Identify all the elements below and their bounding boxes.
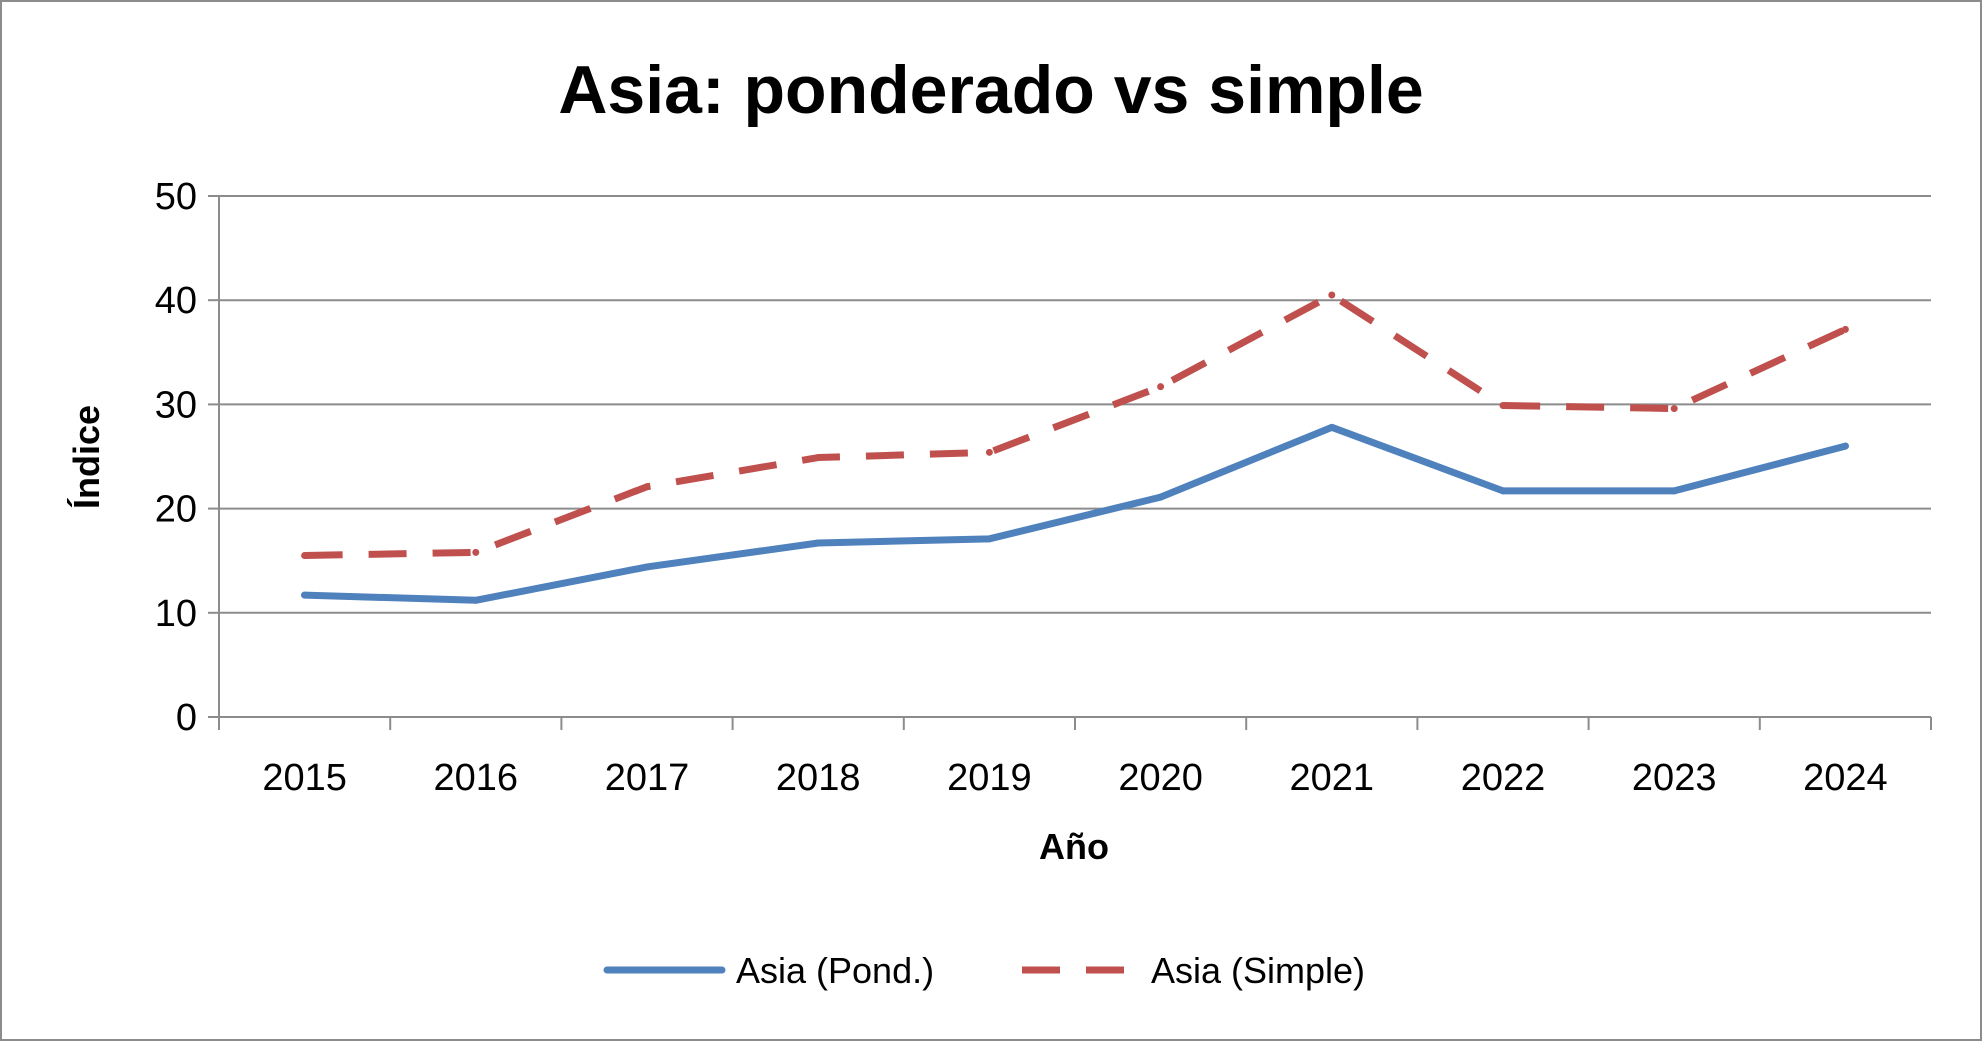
y-axis-title: Índice (66, 405, 107, 509)
data-point-0-2015 (301, 591, 309, 599)
x-tick-label: 2023 (1632, 757, 1717, 799)
data-point-1-2019 (985, 448, 993, 456)
data-point-0-2019 (985, 535, 993, 543)
series-layer (301, 291, 1849, 604)
x-tick-label: 2019 (947, 757, 1032, 799)
series-line-1 (304, 291, 1847, 559)
data-point-1-2023 (1670, 405, 1678, 413)
data-point-1-2021 (1328, 291, 1336, 299)
y-tick-label: 20 (155, 489, 197, 531)
x-axis-title: Año (1039, 826, 1109, 867)
data-point-0-2021 (1328, 423, 1336, 431)
data-point-1-2016 (472, 548, 480, 556)
x-tick-label: 2016 (434, 757, 519, 799)
legend-label-0: Asia (Pond.) (736, 950, 934, 991)
data-point-0-2016 (472, 596, 480, 604)
x-tick-label: 2017 (605, 757, 690, 799)
data-point-1-2018 (814, 454, 822, 462)
data-point-0-2022 (1499, 487, 1507, 495)
x-tick-label: 2018 (776, 757, 861, 799)
x-tick-label: 2021 (1290, 757, 1375, 799)
x-tick-label: 2020 (1118, 757, 1203, 799)
legend-label-1: Asia (Simple) (1151, 950, 1365, 991)
data-point-0-2017 (643, 563, 651, 571)
data-point-1-2022 (1499, 401, 1507, 409)
x-tick-label: 2015 (262, 757, 347, 799)
y-tick-label: 50 (155, 176, 197, 218)
series-line-0 (301, 423, 1849, 604)
data-point-1-2020 (1157, 383, 1165, 391)
data-point-1-2015 (301, 551, 309, 559)
chart-title: Asia: ponderado vs simple (558, 52, 1423, 128)
data-point-0-2023 (1670, 487, 1678, 495)
data-point-1-2017 (643, 483, 651, 491)
data-point-0-2020 (1157, 493, 1165, 501)
legend: Asia (Pond.) Asia (Simple) (603, 950, 1365, 991)
x-axis-ticks: 2015 2016 2017 2018 2019 2020 2021 2022 2023 2024 (218, 717, 1932, 799)
data-point-0-2018 (814, 539, 822, 547)
y-tick-label: 30 (155, 384, 197, 426)
y-tick-label: 40 (155, 280, 197, 322)
axes (218, 196, 1931, 718)
y-tick-label: 0 (176, 697, 197, 739)
data-point-1-2024 (1841, 325, 1849, 333)
x-tick-label: 2024 (1803, 757, 1888, 799)
data-point-0-2024 (1841, 442, 1849, 450)
y-tick-label: 10 (155, 593, 197, 635)
gridlines (219, 195, 1931, 614)
y-axis-ticks: 0 10 20 30 40 50 (155, 176, 219, 739)
x-tick-label: 2022 (1461, 757, 1546, 799)
